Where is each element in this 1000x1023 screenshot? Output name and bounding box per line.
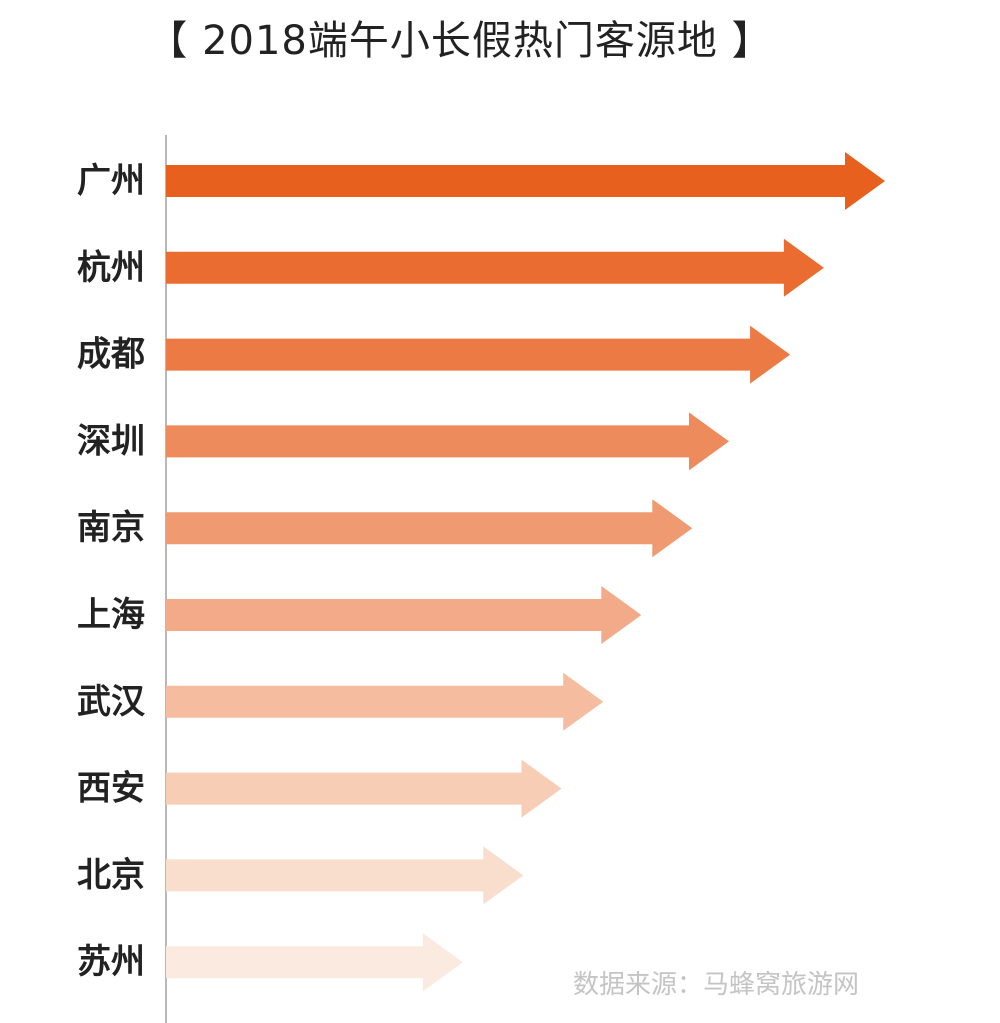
bar-arrow <box>166 672 604 731</box>
bar-arrow <box>166 238 824 297</box>
category-label: 苏州 <box>77 942 145 982</box>
bar-arrow <box>166 152 885 210</box>
category-label: 杭州 <box>77 248 145 288</box>
category-label: 上海 <box>77 595 145 635</box>
bar-arrow <box>166 933 463 992</box>
category-label: 西安 <box>77 769 145 809</box>
bar-arrow <box>166 759 562 818</box>
bar-arrow <box>166 499 693 558</box>
chart-title: 【 2018端午小长假热门客源地 】 <box>147 18 773 64</box>
bars-group <box>166 152 885 992</box>
bar-arrow <box>166 325 791 384</box>
category-label: 武汉 <box>77 682 146 722</box>
category-label: 南京 <box>77 508 145 548</box>
source-note: 数据来源：马蜂窝旅游网 <box>573 970 859 1000</box>
category-label: 深圳 <box>77 421 145 461</box>
bar-arrow <box>166 846 524 905</box>
category-label: 成都 <box>77 335 145 375</box>
category-label: 广州 <box>77 161 145 201</box>
category-label: 北京 <box>77 855 145 895</box>
bar-arrow <box>166 586 642 644</box>
bar-arrow <box>166 412 729 471</box>
